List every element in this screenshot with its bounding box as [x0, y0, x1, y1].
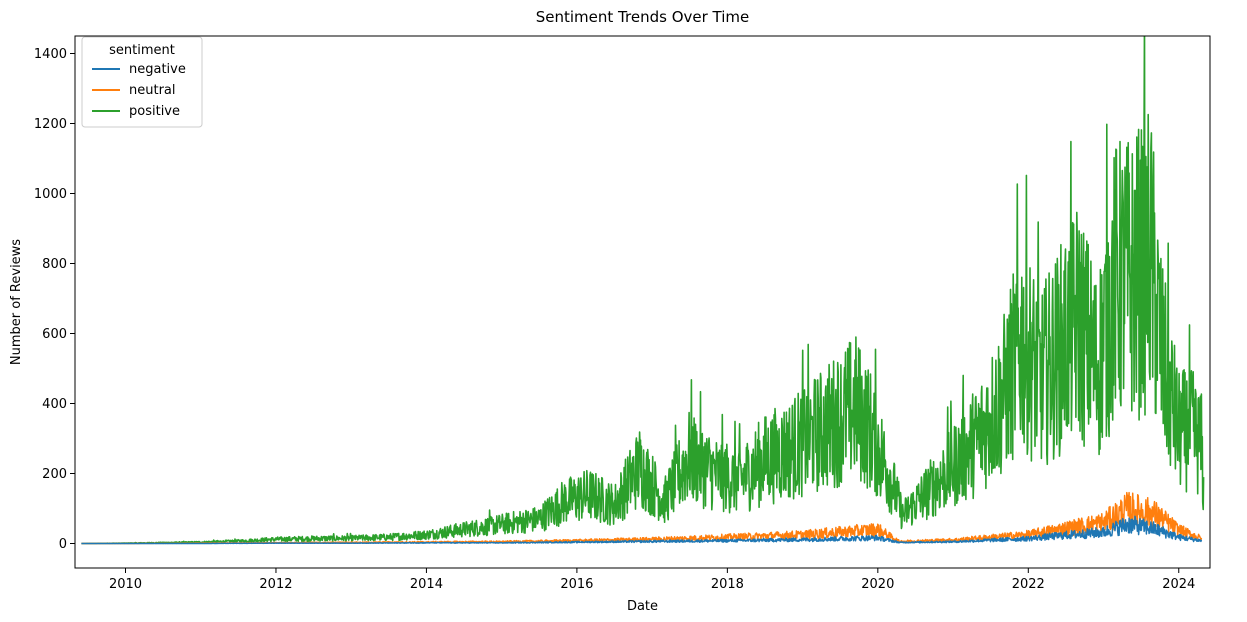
legend-label-negative: negative: [129, 62, 186, 77]
x-tick-label: 2014: [410, 577, 443, 592]
x-axis-label: Date: [627, 599, 658, 614]
x-tick-label: 2024: [1162, 577, 1195, 592]
y-tick-label: 200: [42, 467, 67, 482]
y-axis-label: Number of Reviews: [9, 239, 24, 365]
y-tick-label: 800: [42, 257, 67, 272]
plot-frame: [74, 35, 1211, 569]
plot-area: [81, 36, 1205, 545]
legend: sentiment negative neutral positive: [81, 36, 203, 128]
y-tick-label: 0: [59, 537, 67, 552]
y-tick-label: 1200: [34, 117, 67, 132]
y-tick-label: 1400: [34, 47, 67, 62]
legend-box: [81, 36, 203, 128]
x-tick-label: 2010: [109, 577, 142, 592]
chart-title: Sentiment Trends Over Time: [536, 8, 750, 26]
series-line-positive: [81, 36, 1205, 545]
y-axis: 0 200 400 600 800 1000 1200 1400: [34, 47, 75, 552]
legend-label-positive: positive: [129, 104, 180, 119]
x-axis: 2010 2012 2014 2016 2018 2020 2022 2024: [109, 568, 1195, 592]
y-tick-label: 1000: [34, 187, 67, 202]
x-tick-label: 2016: [560, 577, 593, 592]
x-tick-label: 2012: [259, 577, 292, 592]
series-line-negative: [81, 515, 1203, 545]
x-tick-label: 2018: [711, 577, 744, 592]
y-tick-label: 400: [42, 397, 67, 412]
legend-label-neutral: neutral: [129, 83, 176, 98]
y-tick-label: 600: [42, 327, 67, 342]
x-tick-label: 2022: [1012, 577, 1045, 592]
x-tick-label: 2020: [861, 577, 894, 592]
legend-title: sentiment: [109, 43, 175, 58]
